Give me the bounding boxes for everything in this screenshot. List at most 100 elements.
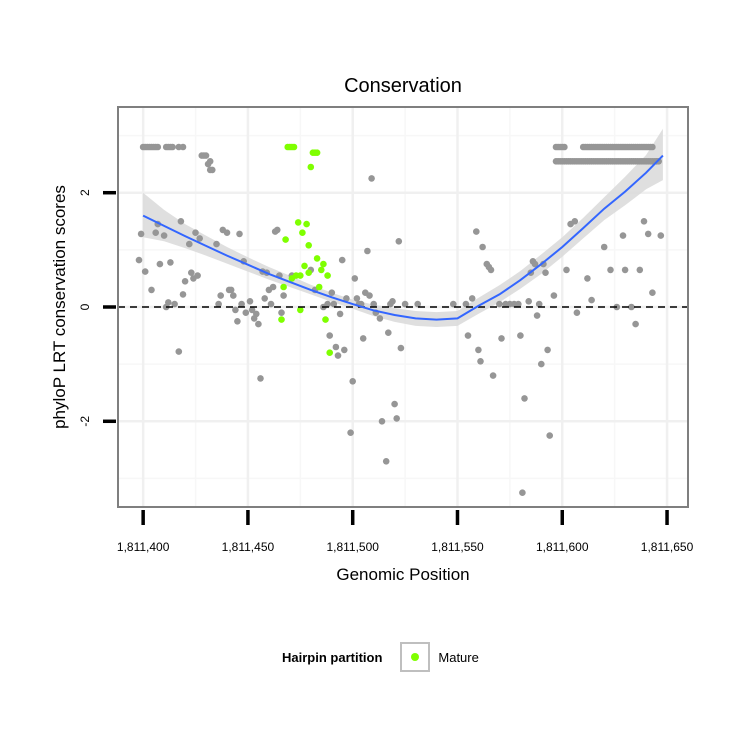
data-point-other (389, 298, 396, 305)
data-point-other (571, 218, 579, 225)
data-point-other (475, 346, 482, 354)
data-point-other (278, 309, 285, 317)
data-point-mature (297, 306, 304, 314)
data-point-other (196, 235, 203, 242)
data-point-other (395, 238, 403, 245)
data-point-other (206, 158, 214, 165)
data-point-other (171, 300, 178, 308)
data-point-other (535, 300, 543, 308)
data-point-other (521, 395, 528, 402)
data-point-other (349, 378, 357, 385)
x-axis-label: Genomic Position (336, 565, 469, 584)
x-tick-label: 1,811,550 (431, 540, 484, 554)
data-point-other (167, 259, 174, 266)
data-point-other (370, 300, 378, 308)
data-point-other (280, 292, 287, 299)
data-point-other (525, 298, 532, 305)
y-tick-label: 2 (78, 189, 92, 196)
data-point-other (414, 300, 422, 308)
data-point-other (607, 266, 614, 274)
data-point-other (517, 332, 524, 339)
x-tick-label: 1,811,650 (641, 540, 694, 554)
data-point-other (267, 300, 275, 308)
data-point-mature (299, 229, 306, 236)
data-point-other (382, 458, 390, 465)
data-point-mature (303, 220, 310, 228)
data-point-other (487, 266, 495, 274)
data-point-other (640, 218, 648, 225)
data-point-mature (301, 262, 308, 270)
data-point-mature (307, 163, 315, 171)
data-point-mature (290, 143, 298, 151)
data-point-other (385, 329, 392, 337)
data-point-other (600, 243, 608, 251)
data-point-other (366, 292, 373, 299)
x-tick-label: 1,811,600 (536, 540, 589, 554)
plot-layer: 1,811,400 1,811,450 1,811,500 1,811,550 1,81… (78, 106, 694, 554)
series-other (135, 143, 665, 497)
data-point-other (227, 286, 235, 294)
data-point-mature (313, 255, 321, 262)
data-point-mature (322, 316, 329, 323)
data-point-mature (313, 149, 321, 156)
data-point-other (223, 229, 231, 236)
data-point-other (353, 295, 361, 302)
y-tick-label: 0 (78, 303, 92, 310)
data-point-other (632, 320, 639, 328)
data-point-other (232, 306, 239, 314)
data-point-other (179, 143, 187, 151)
data-point-other (450, 300, 457, 308)
data-point-other (274, 226, 281, 234)
data-point-other (194, 272, 201, 279)
data-point-other (202, 152, 210, 159)
data-point-other (533, 312, 541, 319)
data-point-other (215, 300, 222, 308)
data-point-other (538, 360, 545, 368)
data-point-other (181, 278, 189, 285)
data-point-mature (320, 260, 327, 268)
data-point-other (336, 310, 344, 318)
data-point-other (257, 375, 264, 382)
y-axis-label: phyloP LRT conservation scores (50, 185, 69, 429)
data-point-other (391, 400, 398, 408)
chart-title: Conservation (344, 75, 462, 97)
data-point-other (261, 295, 269, 302)
data-point-other (347, 429, 354, 437)
data-point-other (364, 247, 371, 255)
data-point-other (479, 243, 486, 251)
data-point-other (368, 175, 375, 182)
data-point-other (238, 300, 245, 308)
data-point-other (255, 320, 262, 328)
data-point-other (498, 335, 505, 342)
data-point-other (531, 260, 539, 268)
data-point-other (242, 309, 250, 317)
legend-label-mature: Mature (438, 649, 479, 665)
data-point-other (330, 300, 338, 308)
data-point-other (326, 332, 334, 339)
series-mature (278, 143, 334, 357)
data-point-other (462, 300, 470, 308)
data-point-other (152, 229, 159, 236)
data-point-other (619, 232, 627, 239)
data-point-other (563, 266, 570, 274)
data-point-other (628, 303, 635, 311)
data-point-other (542, 269, 549, 277)
data-point-other (248, 306, 256, 314)
data-point-other (378, 418, 386, 425)
data-point-other (246, 298, 254, 305)
data-point-other (217, 292, 224, 299)
data-point-other (154, 143, 162, 151)
data-point-other (236, 230, 243, 238)
data-point-other (148, 286, 155, 294)
x-tick-label: 1,811,400 (117, 540, 170, 554)
data-point-other (135, 256, 143, 264)
data-point-mature (282, 236, 289, 243)
data-point-other (477, 358, 484, 365)
data-point-other (644, 230, 652, 238)
data-point-other (636, 266, 644, 274)
data-point-other (334, 352, 342, 359)
data-point-other (186, 240, 193, 248)
data-point-other (160, 232, 168, 239)
